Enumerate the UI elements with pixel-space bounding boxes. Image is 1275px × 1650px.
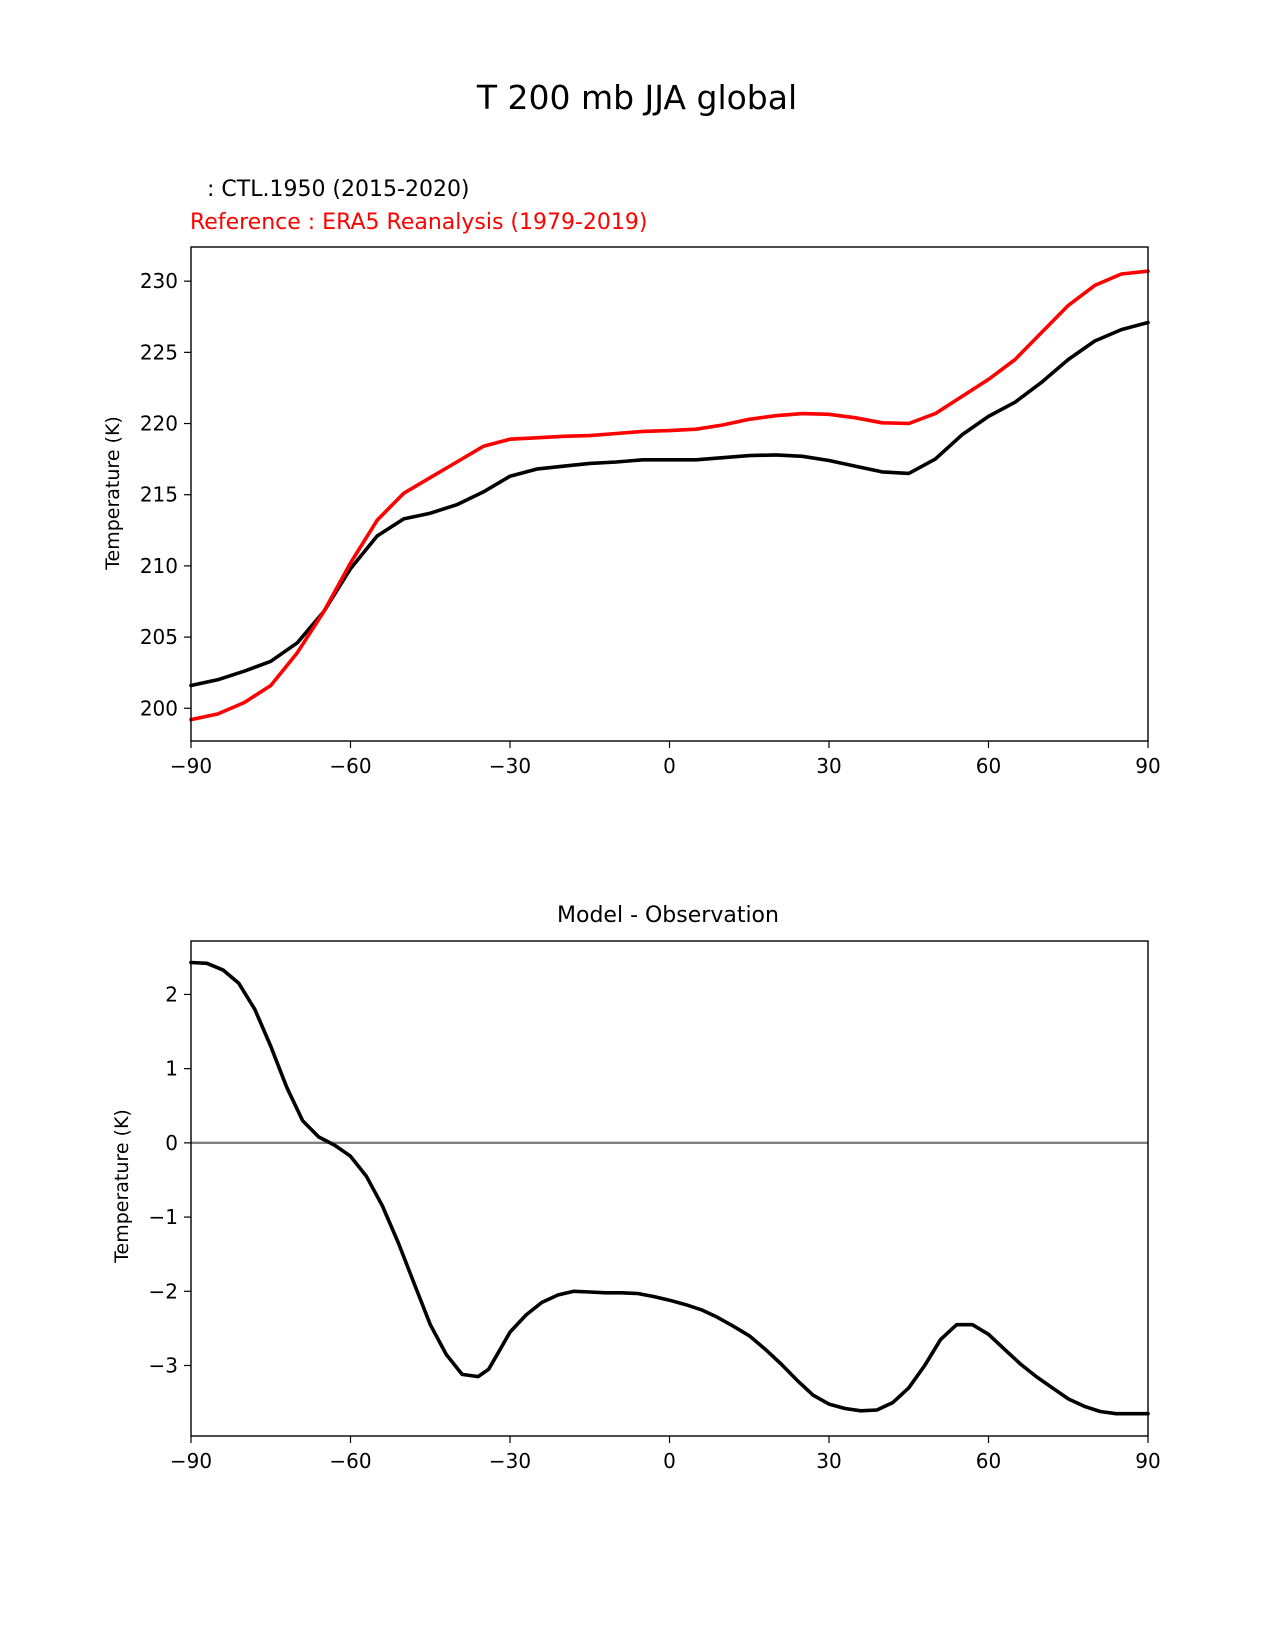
difference-axis-label: Temperature (K) — [111, 1109, 133, 1264]
temp-x-tick-label: 90 — [1135, 754, 1160, 778]
difference-panel: −90 −60 −30 0 30 60 90 −3 −2 −1 0 1 2 — [149, 940, 1161, 1473]
temp-x-tick-label: −30 — [489, 754, 531, 778]
temp-plot-frame — [190, 246, 1149, 742]
temperature-axis-label: Temperature (K) — [102, 416, 124, 571]
diff-y-tick-label: 0 — [165, 1131, 178, 1155]
temp-series-model-line — [189, 320, 1150, 688]
diff-x-tick-label: 30 — [816, 1449, 841, 1473]
temp-y-tick-label: 230 — [140, 269, 178, 293]
diff-y-tick-label: 1 — [165, 1057, 178, 1081]
temperature-panel: −90 −60 −30 0 30 60 90 200 205 210 215 220 225 230 — [140, 246, 1161, 778]
diff-x-tick-label: 60 — [976, 1449, 1001, 1473]
model-label: : CTL.1950 (2015-2020) — [207, 177, 470, 202]
diff-y-tick-label: 2 — [165, 982, 178, 1006]
temp-y-tick-label: 225 — [140, 340, 178, 364]
temp-y-tick-label: 205 — [140, 625, 178, 649]
diff-x-tick-label: −90 — [170, 1449, 212, 1473]
diff-y-tick-label: −1 — [149, 1205, 178, 1229]
temp-x-tick-label: 30 — [816, 754, 841, 778]
diff-plot-frame — [190, 940, 1149, 1437]
difference-panel-title: Model - Observation — [557, 903, 779, 928]
temp-y-tick-label: 220 — [140, 412, 178, 436]
temp-x-tick-label: 0 — [663, 754, 676, 778]
diff-series-line — [189, 960, 1150, 1416]
diff-x-tick-label: 90 — [1135, 1449, 1160, 1473]
diff-y-tick-label: −2 — [149, 1279, 178, 1303]
temp-y-tick-label: 215 — [140, 483, 178, 507]
diff-y-tick-label: −3 — [149, 1353, 178, 1377]
reference-label: Reference : ERA5 Reanalysis (1979-2019) — [190, 210, 648, 235]
temp-x-tick-label: 60 — [976, 754, 1001, 778]
temp-x-tick-label: −60 — [329, 754, 371, 778]
figure-title: T 200 mb JJA global — [476, 78, 797, 117]
temp-y-tick-label: 200 — [140, 696, 178, 720]
temp-x-tick-label: −90 — [170, 754, 212, 778]
diff-x-tick-label: −60 — [329, 1449, 371, 1473]
temp-y-tick-label: 210 — [140, 554, 178, 578]
diff-x-tick-label: 0 — [663, 1449, 676, 1473]
temp-series-reference-line — [189, 269, 1150, 722]
diff-x-tick-label: −30 — [489, 1449, 531, 1473]
